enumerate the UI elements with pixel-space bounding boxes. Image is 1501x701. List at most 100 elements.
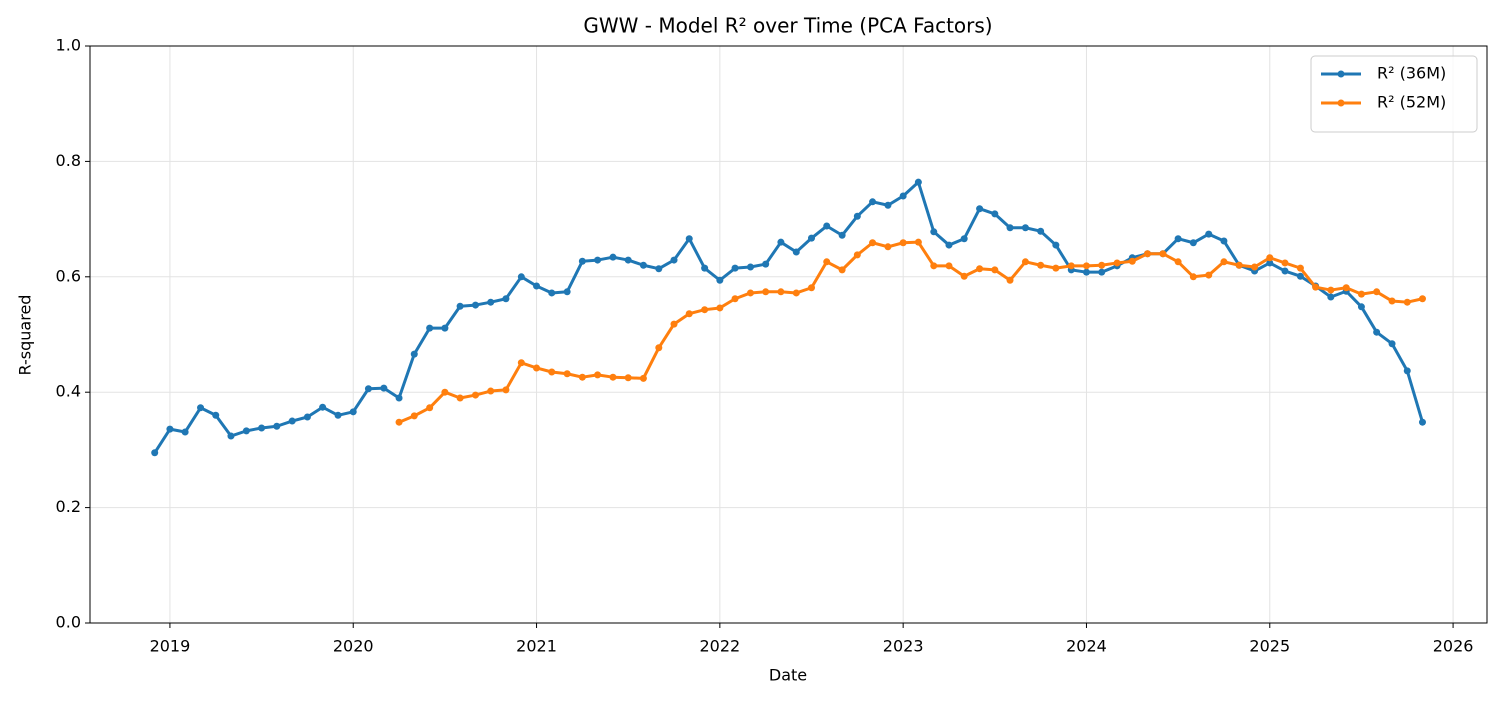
x-tick-label: 2026 <box>1433 637 1474 656</box>
point <box>151 449 159 457</box>
point <box>1357 290 1365 298</box>
point <box>945 241 953 249</box>
point <box>609 253 617 261</box>
point <box>1373 328 1381 336</box>
point <box>1220 258 1228 266</box>
point <box>319 403 327 411</box>
point <box>1189 273 1197 281</box>
legend-marker <box>1337 70 1345 78</box>
point <box>1266 254 1274 262</box>
point <box>701 306 709 314</box>
point <box>1113 259 1121 267</box>
point <box>563 370 571 378</box>
x-axis-label: Date <box>769 666 807 685</box>
point <box>533 282 541 290</box>
point <box>1021 224 1029 232</box>
point <box>197 404 205 412</box>
point <box>456 302 464 310</box>
point <box>1205 271 1213 279</box>
point <box>777 238 785 246</box>
point <box>1418 418 1426 426</box>
legend-label: R² (36M) <box>1377 64 1446 83</box>
point <box>1266 259 1274 267</box>
point <box>960 235 968 243</box>
point <box>1174 235 1182 243</box>
x-tick-label: 2025 <box>1249 637 1290 656</box>
point <box>792 289 800 297</box>
point <box>456 394 464 402</box>
point <box>777 288 785 296</box>
point <box>181 428 189 436</box>
point <box>380 384 388 392</box>
point <box>594 256 602 264</box>
point <box>930 262 938 270</box>
point <box>808 284 816 292</box>
point <box>701 264 709 272</box>
series-line <box>398 240 1423 424</box>
point <box>731 295 739 303</box>
point <box>273 422 281 430</box>
point <box>1312 283 1320 291</box>
point <box>1251 263 1259 271</box>
point <box>212 411 220 419</box>
point <box>884 201 892 209</box>
x-tick-label: 2022 <box>699 637 740 656</box>
point <box>976 205 984 213</box>
point <box>899 239 907 247</box>
point <box>502 295 510 303</box>
point <box>716 276 724 284</box>
point <box>410 412 418 420</box>
point <box>517 359 525 367</box>
point <box>869 198 877 206</box>
x-tick-label: 2019 <box>150 637 191 656</box>
point <box>517 273 525 281</box>
point <box>578 373 586 381</box>
point <box>884 243 892 251</box>
point <box>395 418 403 426</box>
chart-title: GWW - Model R² over Time (PCA Factors) <box>583 14 992 38</box>
point <box>1021 258 1029 266</box>
point <box>1342 284 1350 292</box>
point <box>1098 268 1106 276</box>
point <box>578 257 586 265</box>
y-tick-label: 0.0 <box>56 613 81 632</box>
point <box>487 387 495 395</box>
point <box>1159 250 1167 258</box>
point <box>1128 257 1136 265</box>
point <box>639 374 647 382</box>
point <box>242 427 250 435</box>
point <box>960 272 968 280</box>
point <box>1037 261 1045 269</box>
point <box>288 417 296 425</box>
point <box>1052 264 1060 272</box>
point <box>976 265 984 273</box>
x-tick-label: 2024 <box>1066 637 1107 656</box>
point <box>533 364 541 372</box>
point <box>563 288 571 296</box>
point <box>655 265 663 273</box>
point <box>655 344 663 352</box>
point <box>823 222 831 230</box>
point <box>1098 261 1106 269</box>
point <box>1082 262 1090 270</box>
y-tick-label: 0.4 <box>56 382 81 401</box>
point <box>334 411 342 419</box>
point <box>1281 267 1289 275</box>
point <box>869 239 877 247</box>
point <box>364 385 372 393</box>
point <box>1418 295 1426 303</box>
point <box>1403 298 1411 306</box>
legend-marker <box>1337 99 1345 107</box>
point <box>1006 224 1014 232</box>
point <box>1144 250 1152 258</box>
point <box>853 251 861 259</box>
point <box>426 324 434 332</box>
point <box>991 266 999 274</box>
point <box>1174 258 1182 266</box>
x-tick-label: 2023 <box>883 637 924 656</box>
point <box>349 408 357 416</box>
point <box>670 320 678 328</box>
point <box>487 298 495 306</box>
x-tick-label: 2021 <box>516 637 557 656</box>
point <box>1205 230 1213 238</box>
